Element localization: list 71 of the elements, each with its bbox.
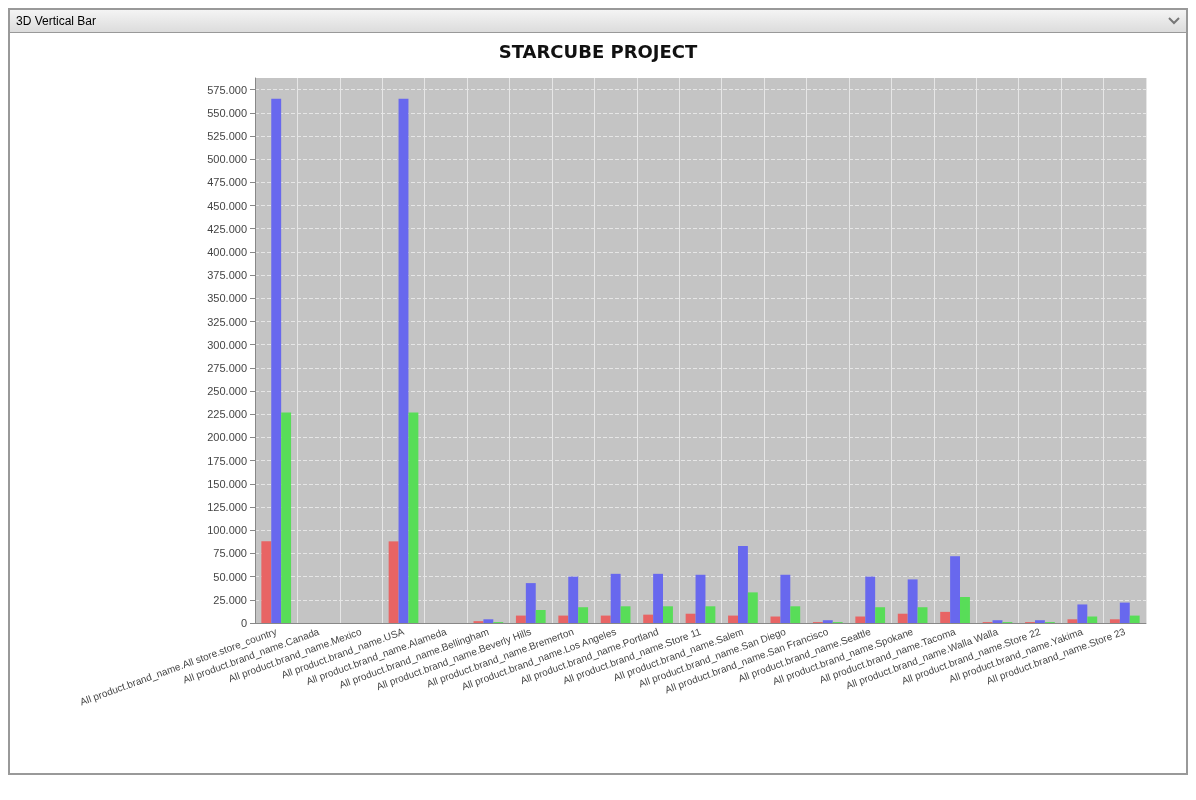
bar (992, 620, 1003, 623)
bar (388, 541, 399, 623)
bar (261, 541, 272, 623)
y-tick-label: 50.000 (213, 570, 247, 583)
bar (408, 412, 419, 623)
bar (653, 573, 664, 623)
bar (663, 606, 673, 623)
y-tick-label: 250.000 (207, 385, 247, 398)
bar (1034, 620, 1045, 623)
bar (643, 614, 654, 623)
bar (483, 619, 494, 623)
bar (897, 613, 908, 623)
y-tick-label: 500.000 (207, 153, 247, 166)
y-tick-label: 225.000 (207, 408, 247, 421)
y-tick-label: 25.000 (213, 593, 247, 606)
y-tick-label: 100.000 (207, 524, 247, 537)
bar (695, 574, 706, 623)
bar (865, 576, 876, 623)
bar (1109, 619, 1120, 623)
bar (917, 607, 928, 623)
bar (1077, 604, 1088, 623)
bar (271, 98, 282, 623)
bar (515, 615, 526, 623)
bar (790, 606, 801, 623)
bar (568, 576, 579, 623)
y-tick-label: 300.000 (207, 338, 247, 351)
y-tick-label: 375.000 (207, 269, 247, 282)
bar (747, 592, 758, 623)
bar (1087, 616, 1098, 623)
bar (705, 606, 716, 623)
y-tick-label: 125.000 (207, 501, 247, 514)
bar (875, 607, 886, 623)
y-tick-label: 400.000 (207, 245, 247, 258)
bar (610, 573, 621, 623)
bar (780, 574, 791, 623)
bar (737, 546, 748, 623)
bar (1067, 619, 1078, 623)
bar (950, 556, 961, 623)
bar (940, 611, 951, 623)
bar (535, 610, 546, 623)
y-tick-label: 550.000 (207, 106, 247, 119)
y-tick-label: 275.000 (207, 361, 247, 374)
bar (600, 615, 611, 623)
y-tick-label: 325.000 (207, 315, 247, 328)
y-tick-label: 350.000 (207, 292, 247, 305)
bar (960, 597, 970, 623)
y-tick-label: 475.000 (207, 176, 247, 189)
bar (281, 412, 292, 623)
y-tick-label: 200.000 (207, 431, 247, 444)
bar (907, 579, 918, 623)
y-tick-label: 575.000 (207, 83, 247, 96)
y-tick-label: 450.000 (207, 199, 247, 212)
bar (620, 606, 631, 623)
y-tick-label: 425.000 (207, 222, 247, 235)
y-tick-label: 150.000 (207, 477, 247, 490)
chart-title: STARCUBE PROJECT (498, 40, 698, 62)
bar (398, 98, 409, 623)
bar (558, 615, 569, 623)
text: 3D Vertical Bar (16, 14, 97, 28)
y-tick-label: 0 (240, 617, 247, 629)
bar (1119, 602, 1130, 623)
bar (728, 615, 738, 623)
bar (578, 607, 589, 623)
y-tick-label: 525.000 (207, 129, 247, 142)
bar (525, 583, 536, 623)
bar (1129, 615, 1140, 623)
y-tick-label: 175.000 (207, 454, 247, 467)
y-tick-label: 75.000 (213, 547, 247, 560)
bar (822, 620, 833, 623)
bar (855, 616, 866, 623)
bar (685, 613, 696, 623)
